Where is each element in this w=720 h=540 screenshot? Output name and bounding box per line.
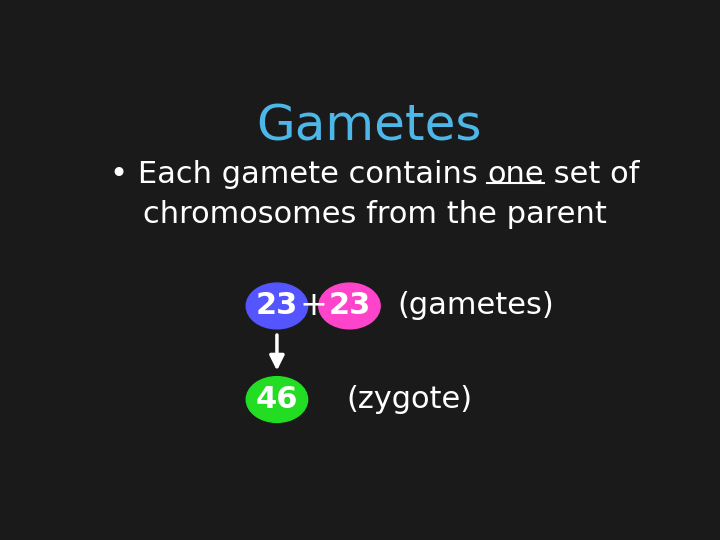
Text: one: one <box>487 160 544 190</box>
Text: 46: 46 <box>256 385 298 414</box>
Text: 23: 23 <box>256 292 298 320</box>
Circle shape <box>319 283 380 329</box>
Circle shape <box>246 283 307 329</box>
Text: set of: set of <box>544 160 639 190</box>
Text: (gametes): (gametes) <box>397 292 554 320</box>
Circle shape <box>246 377 307 422</box>
Text: 23: 23 <box>328 292 371 320</box>
Text: chromosomes from the parent: chromosomes from the parent <box>143 200 607 229</box>
Text: • Each gamete contains: • Each gamete contains <box>109 160 487 190</box>
Text: Gametes: Gametes <box>256 102 482 150</box>
Text: (zygote): (zygote) <box>347 385 473 414</box>
Text: +: + <box>300 289 327 322</box>
